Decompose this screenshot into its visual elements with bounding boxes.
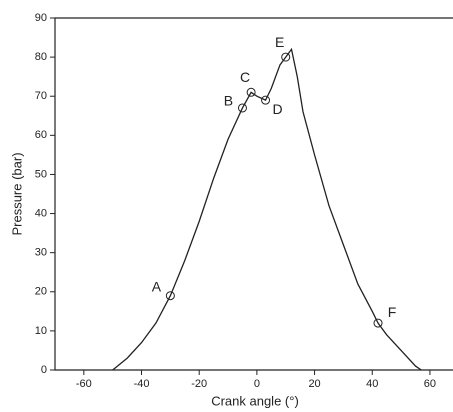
annotation-label: C: [240, 69, 250, 85]
x-axis-label: Crank angle (°): [211, 393, 299, 408]
annotation-label: B: [224, 93, 233, 109]
annotation-marker: [261, 95, 271, 105]
annotation-label: F: [388, 304, 397, 320]
x-tick-label: 20: [308, 378, 320, 390]
annotation-marker: [246, 87, 256, 97]
y-tick-label: 60: [35, 129, 47, 141]
axes-frame: [54, 17, 453, 371]
annotation-label: E: [275, 34, 284, 50]
x-tick-label: -20: [191, 378, 207, 390]
annotation-label: A: [152, 278, 162, 294]
annotation-marker: [165, 291, 175, 301]
annotation-marker: [373, 318, 383, 328]
x-tick-label: 0: [254, 378, 260, 390]
y-tick-label: 0: [41, 364, 47, 376]
y-tick-label: 30: [35, 247, 47, 259]
annotation-marker: [281, 52, 291, 62]
annotation-label: D: [272, 101, 282, 117]
x-tick-label: -60: [76, 378, 92, 390]
x-tick-label: 60: [424, 378, 436, 390]
x-tick-label: -40: [134, 378, 150, 390]
y-tick-label: 10: [35, 325, 47, 337]
y-tick-label: 50: [35, 168, 47, 180]
y-tick-label: 40: [35, 207, 47, 219]
y-tick-label: 90: [35, 12, 47, 24]
y-tick-label: 80: [35, 51, 47, 63]
pressure-line: [112, 47, 422, 371]
annotation-marker: [237, 103, 247, 113]
x-tick-label: 40: [366, 378, 378, 390]
y-tick-label: 20: [35, 286, 47, 298]
y-tick-label: 70: [35, 90, 47, 102]
y-axis-label: Pressure (bar): [9, 152, 24, 235]
